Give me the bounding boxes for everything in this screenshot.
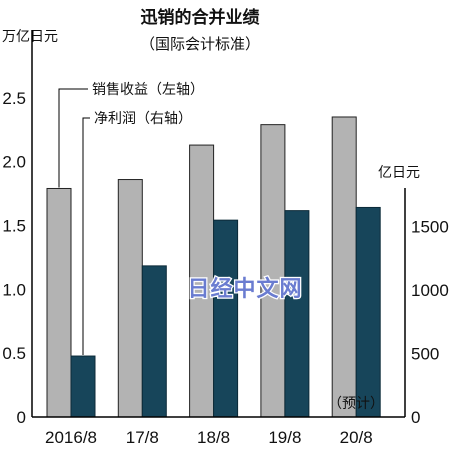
bar-profit-4 [355,206,381,418]
bar-sales-2 [189,144,215,418]
left-tick-label-2: 1.0 [2,280,26,299]
left-tick-label-1: 0.5 [2,344,26,363]
right-tick-label-3: 1500 [411,218,449,237]
legend-label-sales: 销售收益（左轴） [92,82,204,98]
bar-sales-4 [331,116,357,418]
bar-sales-0 [46,187,72,418]
bar-profit-0 [70,355,96,418]
watermark-logo: 日经中文网 [187,276,302,302]
left-tick-label-3: 1.5 [2,217,26,236]
axes [31,30,406,418]
bar-profit-1 [141,265,167,418]
x-tick-label-1: 17/8 [126,428,159,447]
bar-profit-2 [213,219,239,418]
forecast-annotation: （预计） [328,396,384,412]
left-axis-unit: 万亿日元 [2,29,58,45]
legend: 销售收益（左轴） 净利润（右轴） [58,82,204,356]
x-tick-label-2: 18/8 [197,428,230,447]
bar-sales-3 [260,124,286,418]
x-tick-label-0: 2016/8 [45,428,97,447]
x-tick-label-3: 19/8 [268,428,301,447]
tick-labels: 0 0.5 1.0 1.5 2.0 2.5 0 500 1000 1500 2016/8 17/8 18… [2,89,448,447]
left-tick-label-0: 0 [17,408,26,427]
chart-title: 迅销的合并业绩 [141,7,260,28]
legend-leader-profit [82,117,90,356]
bar-group [46,116,381,418]
left-tick-label-4: 2.0 [2,153,26,172]
right-axis-unit: 亿日元 [378,165,420,181]
legend-leader-sales [58,88,88,188]
legend-label-profit: 净利润（右轴） [94,111,192,127]
right-tick-label-1: 500 [411,345,439,364]
x-tick-label-4: 20/8 [340,428,373,447]
chart-subtitle: （国际会计标准） [140,35,260,53]
left-tick-label-5: 2.5 [2,89,26,108]
right-tick-label-0: 0 [411,408,420,427]
bar-sales-1 [117,179,143,418]
right-tick-label-2: 1000 [411,281,449,300]
bar-profit-3 [284,210,310,418]
